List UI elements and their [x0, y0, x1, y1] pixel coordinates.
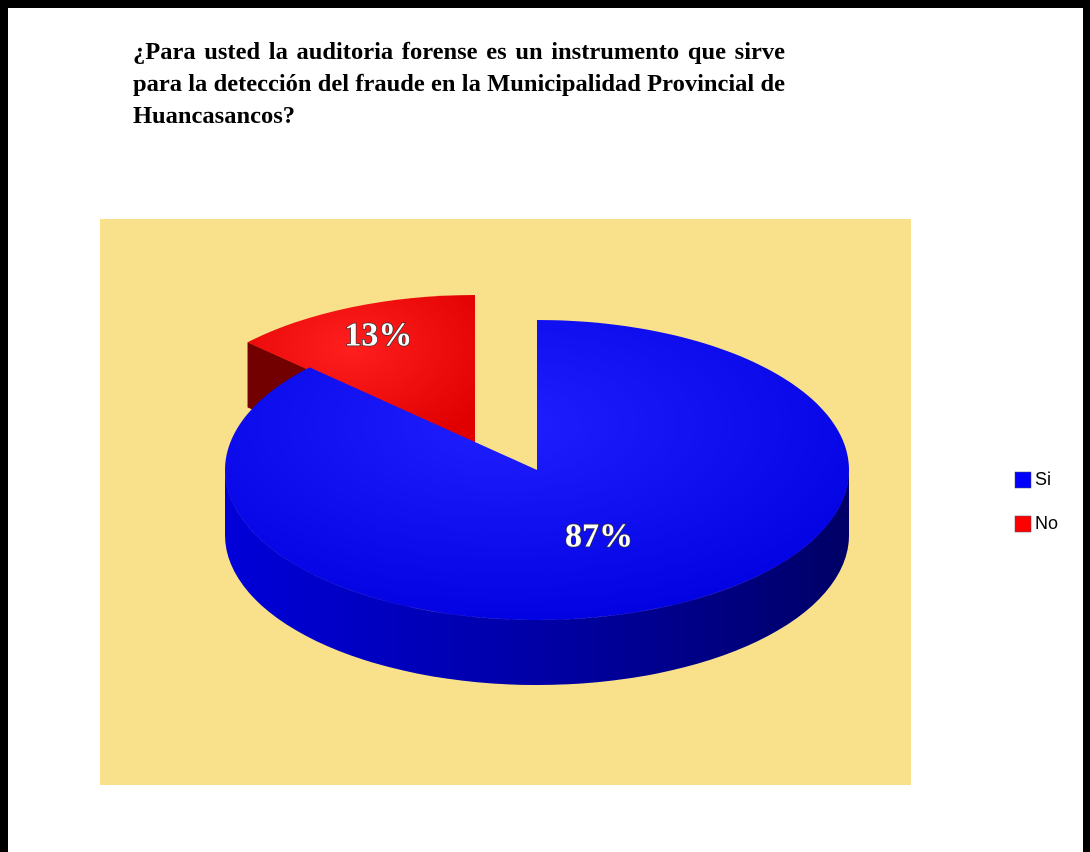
- legend-label: No: [1035, 513, 1058, 533]
- slice-gloss: [247, 295, 475, 445]
- chart-title: ¿Para usted la auditoria forense es un i…: [133, 38, 785, 129]
- slice-gloss: [224, 320, 849, 621]
- slice-side-shade: [225, 470, 849, 685]
- data-label: 87%: [565, 518, 633, 555]
- legend-swatch: [1014, 515, 1032, 533]
- legend-label: Si: [1035, 469, 1051, 489]
- data-label: 13%: [344, 316, 412, 353]
- legend-swatch: [1014, 471, 1032, 489]
